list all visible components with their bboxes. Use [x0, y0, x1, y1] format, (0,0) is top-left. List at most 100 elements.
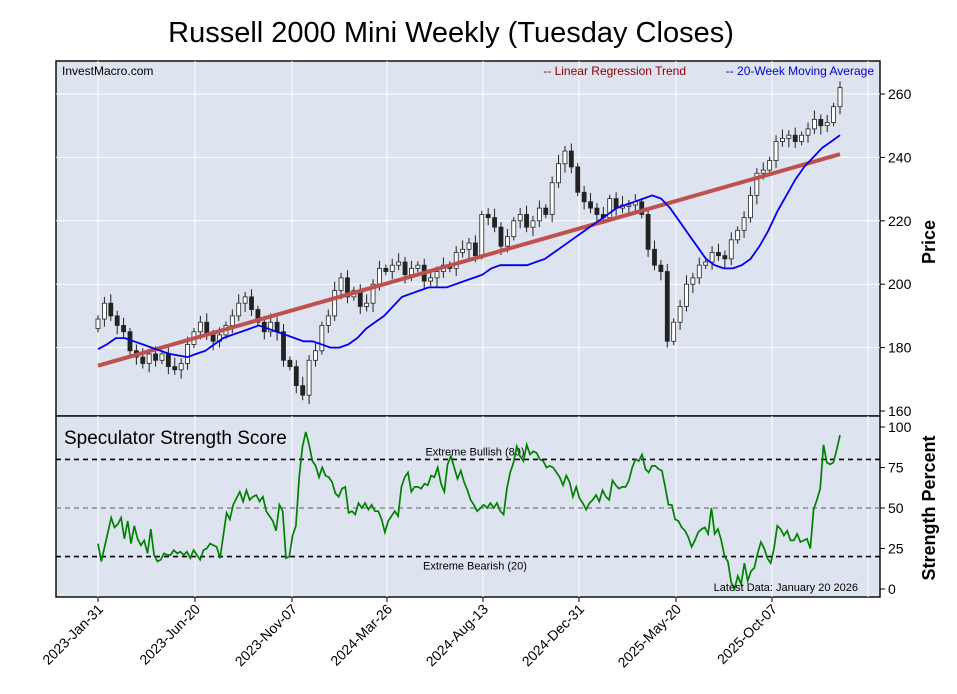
candle-body [306, 359, 312, 396]
price-tick-label: 200 [888, 276, 912, 292]
strength-tick-label: 50 [888, 500, 904, 516]
candle-body [504, 236, 510, 247]
price-tick-label: 240 [888, 149, 912, 165]
candle-body [684, 283, 689, 307]
candle-body [748, 195, 753, 219]
candle-body [824, 122, 830, 127]
candle-body [95, 318, 101, 329]
price-axis-label: Price [919, 220, 939, 264]
candle-body [159, 353, 165, 361]
candle-body [210, 334, 216, 342]
candle-body [236, 302, 242, 317]
candle-body [498, 226, 504, 247]
strength-axis-label: Strength Percent [919, 435, 939, 580]
candle-body [607, 198, 613, 219]
price-tick-label: 260 [888, 86, 912, 102]
x-tick-label: 2023-Nov-07 [232, 601, 301, 670]
candle-body [402, 261, 408, 276]
x-tick-label: 2024-Aug-13 [423, 601, 492, 670]
candle-body [786, 134, 792, 139]
x-tick-label: 2023-Jun-20 [136, 601, 203, 668]
reference-line-label: Extreme Bearish (20) [423, 561, 527, 573]
candle-body [249, 296, 254, 310]
candle-body [153, 353, 158, 361]
candle-body [274, 321, 280, 333]
candle-body [767, 160, 773, 171]
legend-ma-entry: -- 20-Week Moving Average [726, 64, 875, 78]
candle-body [268, 321, 274, 333]
candle-body [652, 248, 657, 266]
candle-body [383, 267, 389, 272]
candle-body [536, 207, 542, 222]
strength-tick-label: 0 [888, 581, 896, 597]
latest-data-annotation: Latest Data: January 20 2026 [714, 582, 858, 594]
candle-body [338, 277, 344, 291]
candle-body [716, 252, 721, 257]
candle-body [671, 321, 677, 342]
candle-body [197, 321, 203, 333]
candle-body [664, 271, 670, 342]
candle-body [812, 118, 817, 130]
candle-body [511, 220, 517, 238]
candle-body [370, 283, 376, 304]
candle-body [728, 239, 734, 260]
candle-body [837, 87, 843, 108]
strength-panel-title: Speculator Strength Score [64, 428, 287, 449]
speculator-strength-line [97, 431, 841, 592]
candle-body [472, 242, 478, 257]
candle-body [709, 252, 715, 263]
candle-body [229, 315, 235, 326]
x-tick-label: 2023-Jan-31 [39, 601, 106, 668]
candle-body [735, 229, 741, 241]
candle-body [543, 207, 549, 215]
candle-body [415, 264, 421, 269]
moving-average-line [97, 134, 841, 359]
candle-body [677, 305, 683, 323]
candle-body [517, 214, 523, 222]
candle-body [319, 325, 325, 352]
candle-body [345, 277, 350, 298]
candle-body [549, 182, 555, 215]
candle-body [831, 106, 837, 123]
candle-body [818, 118, 824, 127]
candle-body [799, 134, 805, 142]
price-grid [56, 61, 880, 416]
x-tick-label: 2024-Mar-26 [327, 601, 395, 669]
candle-body [409, 267, 414, 276]
candle-body [287, 359, 293, 368]
candle-body [300, 385, 306, 396]
candle-body [114, 315, 120, 326]
candle-body [466, 242, 472, 250]
reference-line-label: Extreme Bullish (80) [425, 446, 524, 458]
strength-tick-label: 75 [888, 460, 904, 476]
candle-body [172, 366, 178, 371]
chart-title: Russell 2000 Mini Weekly (Tuesday Closes… [168, 17, 734, 49]
candle-body [165, 353, 171, 368]
candle-body [690, 277, 696, 285]
candle-body [722, 255, 728, 260]
candle-body [121, 325, 126, 333]
candle-body [242, 296, 248, 304]
candle-body [696, 264, 702, 279]
candle-body [325, 315, 331, 326]
candle-body [434, 271, 440, 279]
candle-body [332, 290, 338, 317]
candle-body [377, 267, 382, 285]
candle-body [562, 150, 568, 165]
x-tick-label: 2025-May-20 [614, 601, 684, 671]
candle-body [453, 252, 459, 269]
strength-tick-label: 100 [888, 419, 912, 435]
candle-body [780, 137, 785, 142]
x-tick-label: 2024-Dec-31 [519, 601, 588, 670]
candle-body [460, 248, 466, 253]
candle-body [364, 302, 370, 307]
candle-body [760, 169, 766, 174]
candle-body [185, 344, 190, 364]
candle-body [703, 261, 709, 266]
candle-body [626, 204, 632, 207]
strength-reference-lines: Extreme Bullish (80) Extreme Bearish (20) [56, 446, 880, 573]
candle-body [281, 331, 286, 361]
candle-body [581, 191, 587, 203]
candle-body [140, 356, 146, 364]
